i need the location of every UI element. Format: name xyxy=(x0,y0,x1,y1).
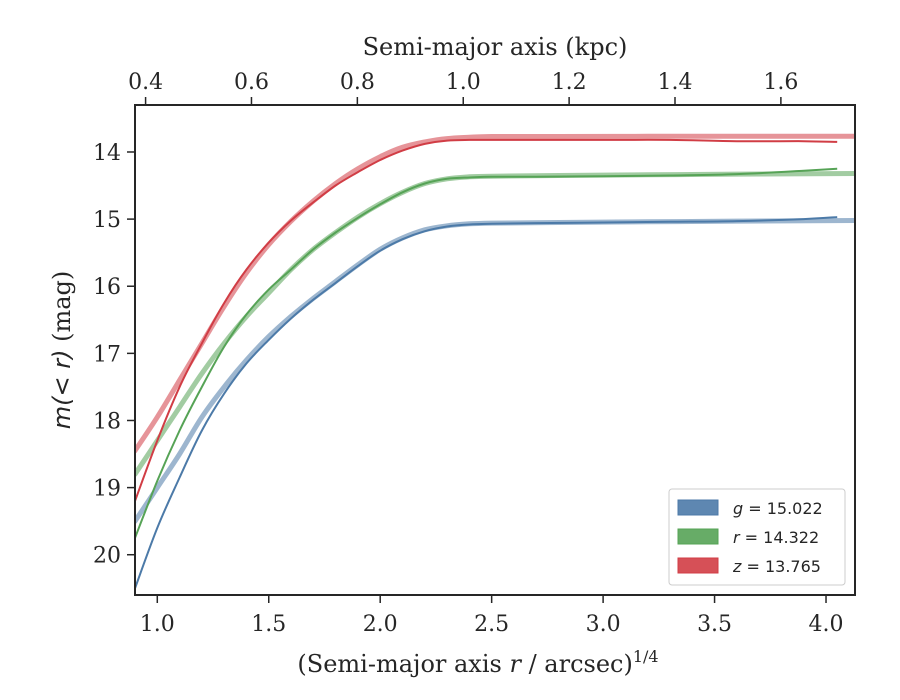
y-axis-title: m(< r) (mag) xyxy=(48,271,76,430)
y-axis-title-unit: (mag) xyxy=(48,271,76,350)
legend-value: = 15.022 xyxy=(743,499,823,518)
x-tick-label: 2.0 xyxy=(363,612,398,637)
y-tick-label: 19 xyxy=(93,477,121,502)
legend-var: z xyxy=(732,557,742,576)
legend-swatch-r xyxy=(677,528,719,545)
series-layer xyxy=(135,133,855,589)
legend-label-z: z = 13.765 xyxy=(732,557,821,576)
x-axis-title-before: (Semi-major axis xyxy=(297,650,509,678)
data-curve-g xyxy=(135,216,838,589)
x-tick-label: 3.0 xyxy=(586,612,621,637)
y-tick-label: 14 xyxy=(93,141,121,166)
x-tick-label: 4.0 xyxy=(809,612,844,637)
legend-value: = 14.322 xyxy=(740,528,820,547)
plot-frame xyxy=(134,104,856,596)
top-x-tick-label: 0.4 xyxy=(128,70,163,95)
x-axis-title-after: / arcsec) xyxy=(521,650,633,678)
x-tick-label: 2.5 xyxy=(474,612,509,637)
top-x-tick-label: 0.6 xyxy=(234,70,269,95)
legend-var: g xyxy=(733,499,743,518)
legend-swatch-z xyxy=(677,557,719,574)
y-tick-label: 18 xyxy=(93,409,121,434)
top-x-tick-label: 0.8 xyxy=(340,70,375,95)
series-z xyxy=(135,133,855,502)
x-axis-title-sup: 1/4 xyxy=(633,647,659,666)
legend-label-g: g = 15.022 xyxy=(733,499,823,518)
legend-swatch-g xyxy=(677,499,719,516)
y-tick-label: 17 xyxy=(93,342,121,367)
y-tick-label: 15 xyxy=(93,208,121,233)
y-tick-label: 16 xyxy=(93,275,121,300)
left-y-axis: 14 15 16 17 18 19 20 xyxy=(93,141,135,569)
x-axis-title: (Semi-major axis r / arcsec)1/4 xyxy=(297,647,658,678)
series-r xyxy=(135,167,855,539)
legend-value: = 13.765 xyxy=(741,557,821,576)
series-g xyxy=(135,216,855,589)
x-tick-label: 1.5 xyxy=(251,612,286,637)
x-tick-label: 3.5 xyxy=(697,612,732,637)
top-x-tick-label: 1.4 xyxy=(658,70,693,95)
x-axis-title-var: r xyxy=(509,650,522,678)
top-x-tick-label: 1.6 xyxy=(763,70,798,95)
legend-label-r: r = 14.322 xyxy=(733,528,819,547)
data-curve-z xyxy=(135,138,838,502)
x-tick-label: 1.0 xyxy=(140,612,175,637)
top-x-axis: 0.4 0.6 0.8 1.0 1.2 1.4 1.6 xyxy=(128,70,798,105)
top-x-tick-label: 1.0 xyxy=(446,70,481,95)
top-x-axis-title: Semi-major axis (kpc) xyxy=(363,33,628,61)
y-tick-label: 20 xyxy=(93,544,121,569)
y-axis-title-math: m(< r) xyxy=(48,350,76,430)
data-curve-r xyxy=(135,167,838,539)
top-x-tick-label: 1.2 xyxy=(552,70,587,95)
bottom-x-axis: 1.0 1.5 2.0 2.5 3.0 3.5 4.0 xyxy=(140,595,844,637)
legend-var: r xyxy=(733,528,741,547)
